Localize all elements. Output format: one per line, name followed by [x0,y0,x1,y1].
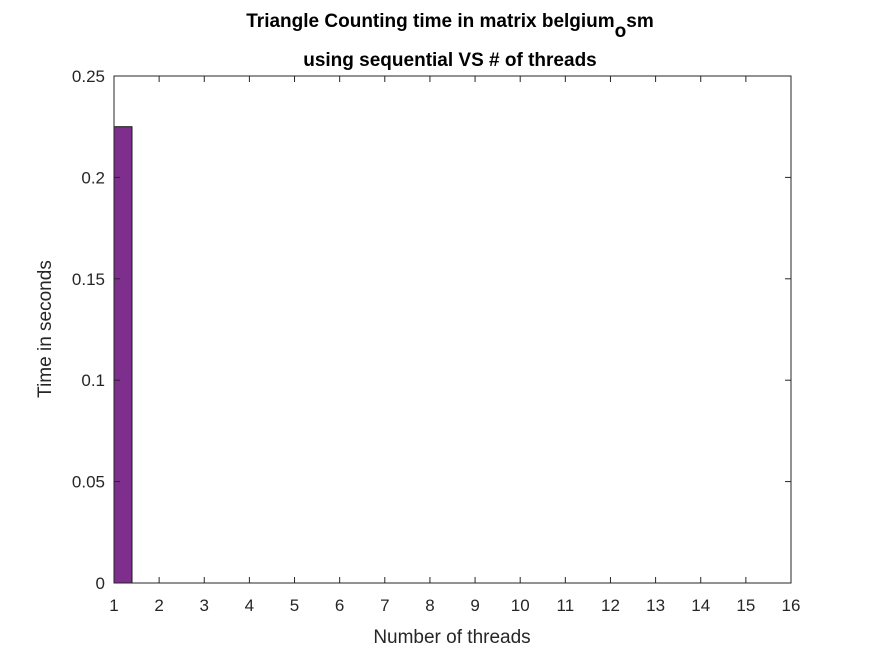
x-tick-label: 10 [511,596,530,615]
x-tick-label: 15 [736,596,755,615]
x-axis-label: Number of threads [373,627,530,648]
x-tick-label: 1 [109,596,118,615]
y-tick-label: 0.1 [81,371,105,390]
y-axis-label: Time in seconds [35,260,56,398]
y-tick-label: 0.15 [72,270,105,289]
chart-title: Triangle Counting time in matrix belgium… [246,11,654,42]
y-tick-label: 0.25 [72,67,105,86]
x-tick-label: 7 [380,596,389,615]
x-tick-label: 14 [691,596,710,615]
chart-subtitle: using sequential VS # of threads [303,50,597,71]
chart-title-subscript: o [615,21,627,42]
bar-1 [113,126,133,584]
chart-title-tail: sm [626,11,653,32]
x-tick-label: 5 [290,596,299,615]
x-tick-label: 16 [782,596,801,615]
x-tick-label: 2 [154,596,163,615]
ticks-group: 1 2 3 4 5 6 7 8 9 10 11 12 13 14 15 1600.050.10.150.20.… [72,67,801,615]
x-tick-label: 3 [200,596,209,615]
y-tick-label: 0.2 [81,168,105,187]
chart-title-main: Triangle Counting time in matrix belgium [246,11,614,32]
x-tick-label: 11 [557,596,575,615]
x-tick-label: 4 [245,596,254,615]
y-tick-label: 0 [96,574,105,593]
x-tick-label: 6 [335,596,344,615]
x-tick-label: 8 [425,596,434,615]
x-tick-label: 9 [470,596,479,615]
x-tick-label: 13 [646,596,665,615]
y-tick-label: 0.05 [72,473,105,492]
bars-group [113,126,133,584]
plot-area-frame [113,75,792,584]
x-tick-label: 12 [601,596,620,615]
